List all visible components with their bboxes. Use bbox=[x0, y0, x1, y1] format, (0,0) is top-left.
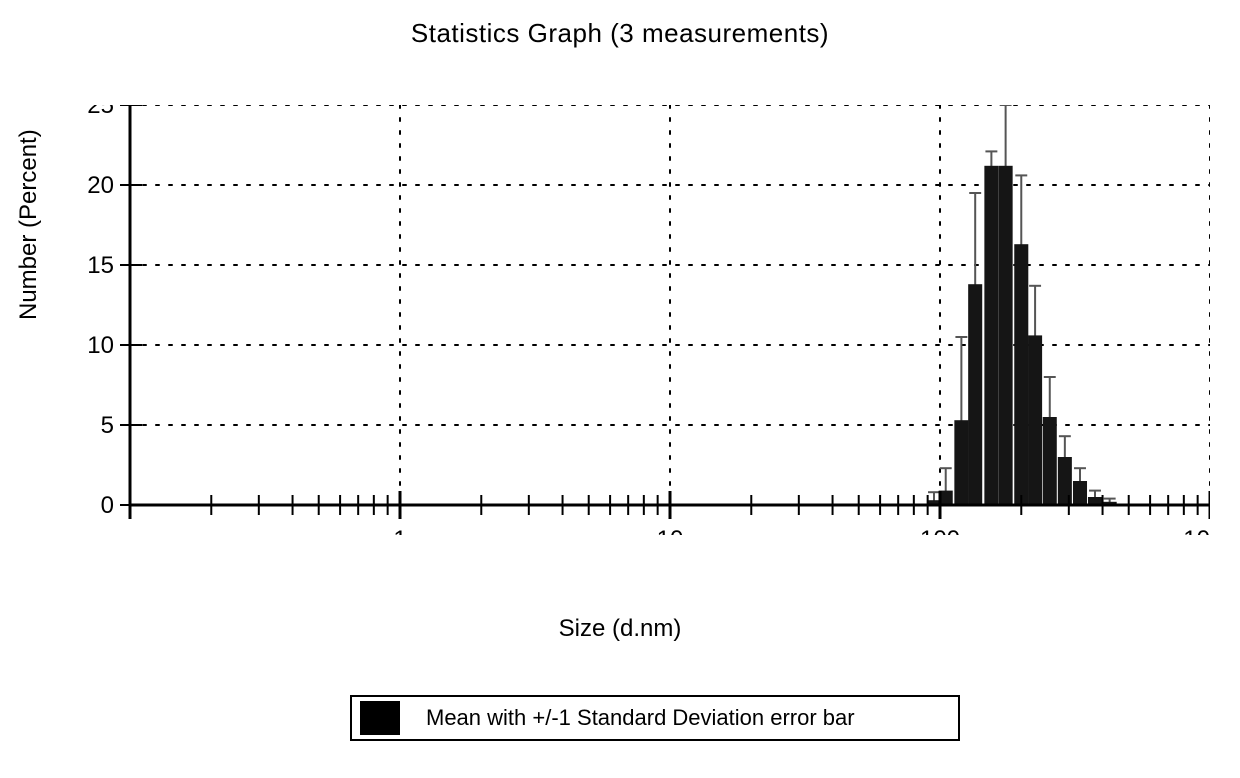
legend-swatch bbox=[360, 701, 400, 735]
chart-svg: 0 5 10 15 20 25 1 10 100 1000 bbox=[70, 105, 1210, 535]
svg-text:100: 100 bbox=[920, 526, 960, 535]
svg-text:1: 1 bbox=[393, 526, 406, 535]
svg-text:10: 10 bbox=[657, 526, 684, 535]
y-axis-label: Number (Percent) bbox=[15, 129, 43, 320]
svg-text:1000: 1000 bbox=[1183, 526, 1210, 535]
svg-text:20: 20 bbox=[87, 172, 114, 199]
svg-text:15: 15 bbox=[87, 252, 114, 279]
legend-text: Mean with +/-1 Standard Deviation error … bbox=[426, 705, 855, 731]
plot-area: 0 5 10 15 20 25 1 10 100 1000 bbox=[70, 105, 1210, 535]
legend: Mean with +/-1 Standard Deviation error … bbox=[350, 695, 960, 741]
svg-text:5: 5 bbox=[101, 412, 114, 439]
page: Statistics Graph (3 measurements) Number… bbox=[0, 0, 1240, 778]
svg-text:0: 0 bbox=[101, 492, 114, 519]
chart-title: Statistics Graph (3 measurements) bbox=[0, 18, 1240, 49]
svg-text:25: 25 bbox=[87, 105, 114, 119]
svg-text:10: 10 bbox=[87, 332, 114, 359]
x-axis-label: Size (d.nm) bbox=[0, 615, 1240, 643]
